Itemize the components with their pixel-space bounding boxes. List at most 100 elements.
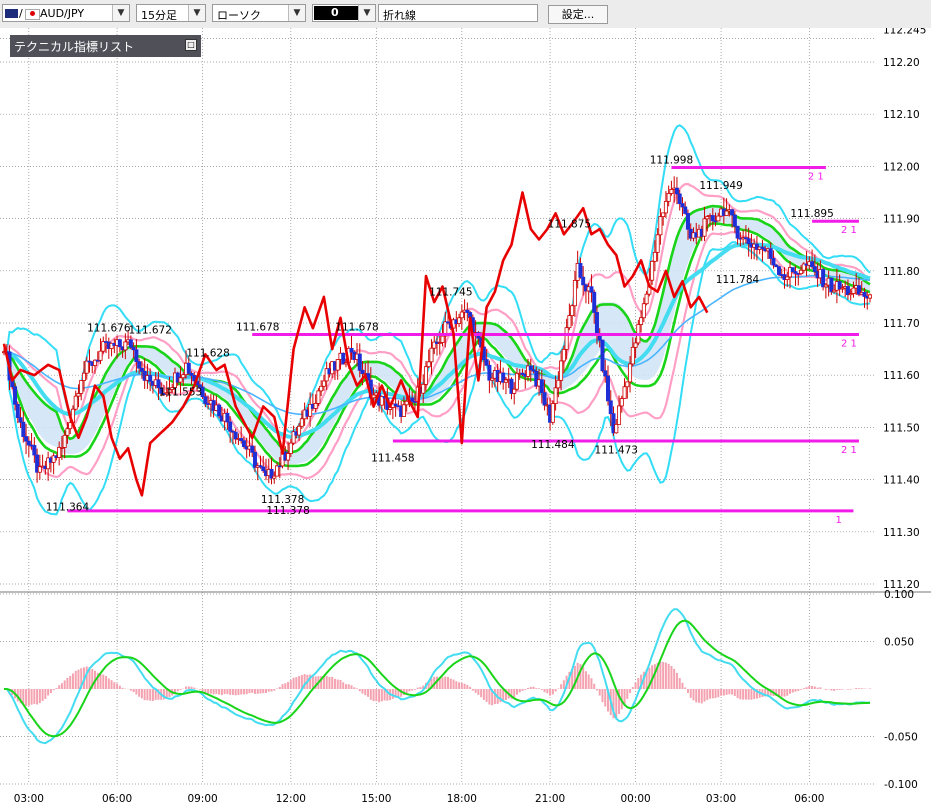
red-line: [2, 191, 709, 497]
price-label: 111.473: [595, 444, 638, 456]
candle-body: [589, 286, 594, 293]
candle-body: [724, 210, 729, 216]
candle-body: [743, 237, 748, 240]
bollinger-lower-1: [3, 230, 871, 480]
candle-body: [793, 271, 798, 274]
candle-body: [68, 422, 73, 430]
collapse-icon[interactable]: □: [185, 39, 197, 51]
chevron-down-icon[interactable]: ▼: [188, 5, 205, 21]
y-tick-label: 112.00: [883, 161, 920, 173]
red-line-series: [2, 191, 709, 497]
timeframe-select[interactable]: 15分足 ▼: [136, 4, 206, 22]
candle-body: [812, 266, 817, 272]
candle-body: [845, 286, 850, 296]
candle-body: [556, 379, 561, 389]
chevron-down-icon[interactable]: ▼: [112, 5, 129, 21]
jp-flag-icon: [25, 9, 40, 20]
candle-body: [771, 258, 776, 266]
symbol-select[interactable]: / AUD/JPY ▼: [2, 4, 130, 22]
x-tick-label: 03:00: [706, 793, 736, 805]
horizontal-levels: 2 1 2 1 2 1 2 1 1: [67, 165, 859, 526]
candle-body: [851, 287, 856, 294]
candle-body: [98, 350, 103, 361]
indicator-list-panel[interactable]: テクニカル指標リスト □: [10, 35, 201, 57]
candle-body: [440, 335, 445, 343]
candle-body: [319, 385, 324, 392]
candle-body: [669, 189, 674, 194]
x-tick-label: 21:00: [535, 793, 565, 805]
chevron-down-icon[interactable]: ▼: [358, 5, 375, 21]
candle-body: [401, 404, 406, 417]
candle-body: [93, 359, 98, 366]
candle-body: [181, 374, 186, 379]
candle-body: [600, 339, 605, 372]
candle-body: [81, 372, 86, 381]
candle-body: [299, 418, 304, 427]
osc-y-tick-label: 0.100: [884, 589, 914, 601]
candle-body: [490, 377, 495, 381]
candle-body: [404, 400, 409, 406]
price-label: 111.672: [128, 325, 171, 337]
candle-body: [272, 475, 277, 479]
candle-body: [564, 327, 569, 350]
candle-body: [605, 375, 610, 402]
candle-body: [683, 206, 688, 214]
candle-body: [286, 453, 291, 461]
candle-body: [776, 266, 781, 275]
candle-body: [275, 465, 280, 477]
candle-body: [46, 457, 51, 470]
candle-body: [650, 260, 655, 281]
candle-body: [200, 386, 205, 398]
candle-body: [702, 218, 707, 237]
candle-body: [252, 451, 257, 468]
chart-style-select[interactable]: ローソク ▼: [212, 4, 306, 22]
candle-body: [832, 289, 837, 293]
candle-body: [550, 403, 555, 423]
candle-body: [553, 387, 558, 404]
indicator-list-title: テクニカル指標リスト: [14, 40, 135, 54]
candle-body: [423, 366, 428, 385]
candle-body: [164, 392, 169, 395]
candle-body: [534, 370, 539, 387]
level-tag: 2 1: [841, 225, 857, 236]
candle-body: [13, 386, 18, 405]
candle-body: [705, 216, 710, 220]
chevron-down-icon[interactable]: ▼: [288, 5, 305, 21]
candle-body: [823, 284, 828, 288]
x-tick-label: 15:00: [361, 793, 391, 805]
line-type-input[interactable]: 折れ線: [378, 4, 538, 22]
candle-body: [774, 264, 779, 268]
osc-y-tick-label: 0.050: [884, 637, 914, 649]
candle-body: [291, 431, 296, 444]
candle-body: [503, 379, 508, 383]
candle-body: [109, 342, 114, 349]
candle-body: [856, 285, 861, 295]
candle-body: [123, 341, 128, 351]
candle-body: [559, 360, 564, 381]
candle-body: [360, 369, 365, 375]
candle-body: [768, 248, 773, 259]
candle-body: [578, 263, 583, 278]
y-tick-label: 111.20: [883, 579, 920, 591]
candle-body: [178, 377, 183, 383]
candle-body: [801, 263, 806, 271]
candle-body: [117, 339, 122, 348]
settings-button[interactable]: 設定...: [548, 5, 608, 24]
price-label: 111.484: [531, 439, 575, 451]
candle-body: [457, 317, 462, 324]
candle-body: [432, 341, 437, 349]
osc-y-tick-label: -0.100: [884, 779, 918, 791]
candle-body: [321, 380, 326, 387]
candle-body: [501, 372, 506, 383]
candle-body: [848, 293, 853, 296]
candle-body: [459, 311, 464, 319]
signal-line: [4, 619, 871, 738]
candle-body: [760, 246, 765, 250]
y-tick-label: 111.70: [883, 318, 920, 330]
price-label: 111.949: [699, 180, 742, 192]
candle-body: [639, 317, 644, 325]
x-tick-label: 06:00: [794, 793, 824, 805]
candle-body: [15, 403, 20, 419]
price-label: 111.784: [716, 274, 760, 286]
series-color-select[interactable]: 0 ▼: [312, 4, 376, 22]
